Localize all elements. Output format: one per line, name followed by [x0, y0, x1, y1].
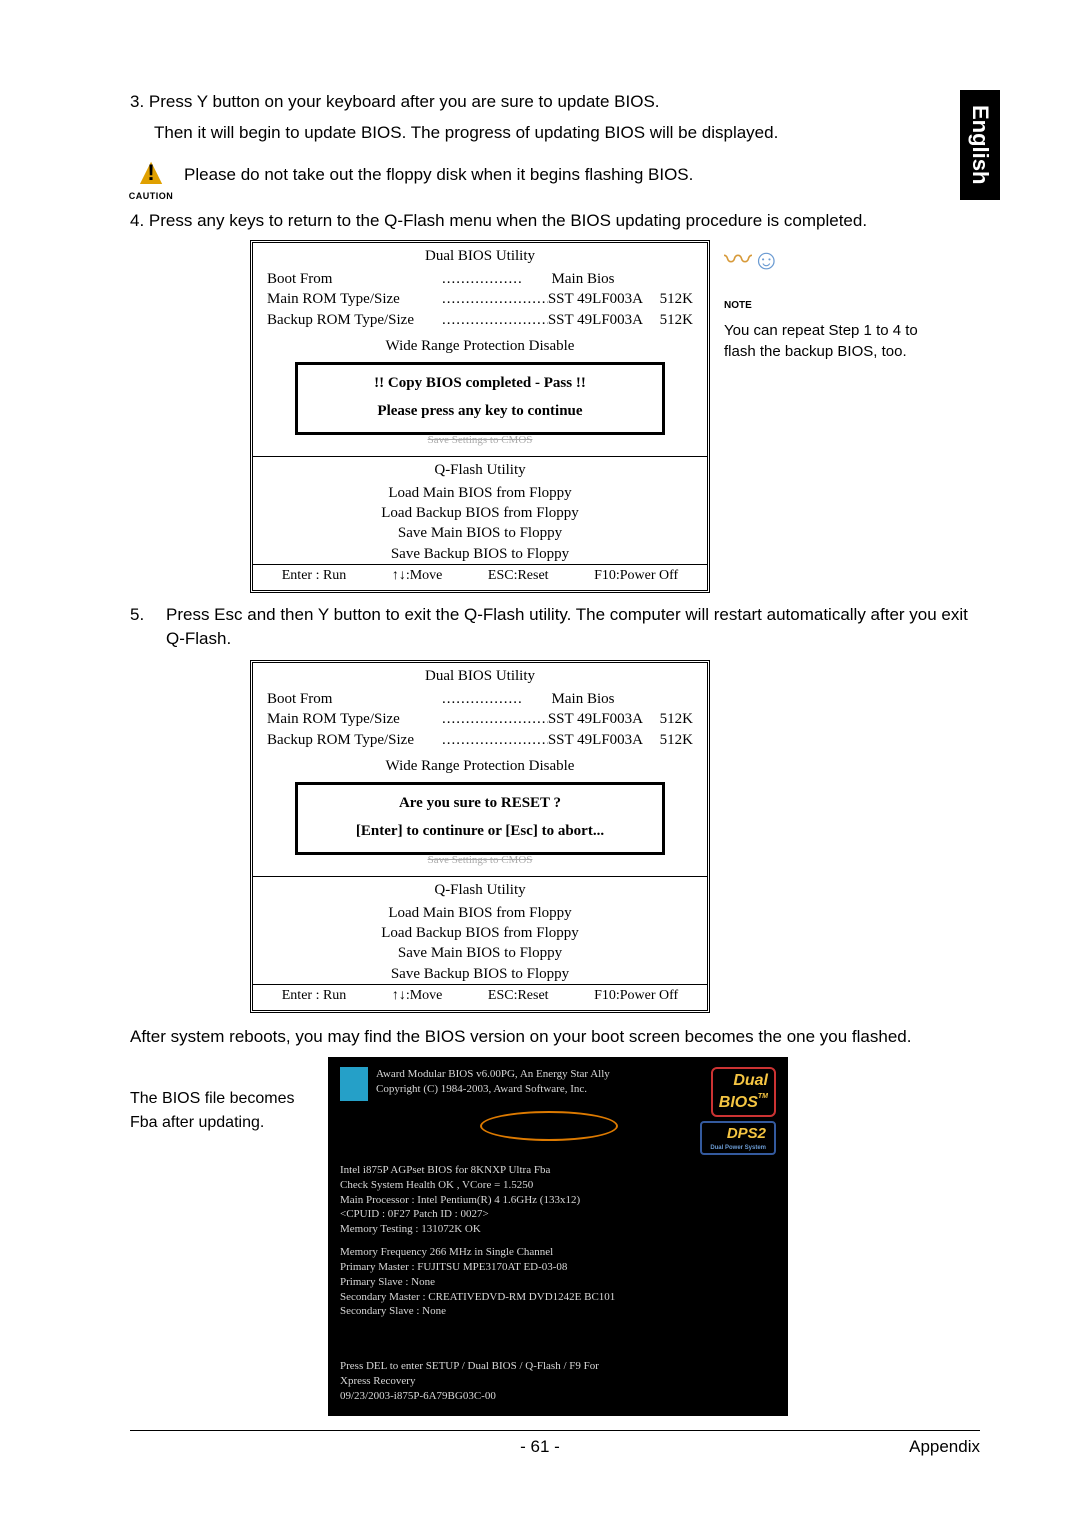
- bios1-mainrom-size: 512K: [643, 289, 693, 309]
- bios1-backuprom-value: SST 49LF003A: [548, 310, 643, 330]
- note-label: NOTE: [724, 300, 752, 311]
- boot-l10: Primary Slave : None: [340, 1275, 776, 1290]
- menu-item: Save Backup BIOS to Floppy: [253, 964, 707, 984]
- foot-f10: F10:Power Off: [594, 987, 678, 1006]
- menu-item: Load Main BIOS from Floppy: [253, 903, 707, 923]
- bios2-inner-l2: [Enter] to continure or [Esc] to abort..…: [304, 821, 656, 841]
- bios1-footer: Enter : Run ↑↓:Move ESC:Reset F10:Power …: [253, 564, 707, 590]
- note-block: 〰☺ NOTE You can repeat Step 1 to 4 to fl…: [724, 240, 924, 362]
- bios2-title: Dual BIOS Utility: [253, 663, 707, 689]
- page-number: - 61 -: [520, 1437, 560, 1457]
- boot-l11: Secondary Master : CREATIVEDVD-RM DVD124…: [340, 1290, 776, 1305]
- boot-l12: Secondary Slave : None: [340, 1304, 776, 1319]
- bios2-qflash-title: Q-Flash Utility: [253, 877, 707, 903]
- boot-l8: Memory Frequency 266 MHz in Single Chann…: [340, 1245, 776, 1260]
- dual-bios-logo: DualBIOSTM: [711, 1067, 776, 1116]
- foot-enter: Enter : Run: [282, 987, 347, 1006]
- bios1-inner-dialog: !! Copy BIOS completed - Pass !! Please …: [295, 362, 665, 435]
- dps-logo: DPS2 Dual Power System: [700, 1121, 776, 1155]
- bios1-mainrom-value: SST 49LF003A: [548, 289, 643, 309]
- bios2-inner-dialog: Are you sure to RESET ? [Enter] to conti…: [295, 782, 665, 855]
- note-icon: 〰☺ NOTE: [724, 240, 924, 318]
- boot-l4: Check System Health OK , VCore = 1.5250: [340, 1178, 776, 1193]
- bios2-mainrom-value: SST 49LF003A: [548, 709, 643, 729]
- boot-l6: <CPUID : 0F27 Patch ID : 0027>: [340, 1207, 776, 1222]
- bios1-qflash-title: Q-Flash Utility: [253, 457, 707, 483]
- step5-number: 5.: [130, 603, 150, 652]
- bios1-backuprom-label: Backup ROM Type/Size: [267, 310, 442, 330]
- bios1-blurred: Save Settings to CMOS: [267, 433, 693, 448]
- dots: .........................: [442, 310, 548, 330]
- bios1-bootfrom-label: Boot From: [267, 269, 442, 289]
- bios2-bootfrom-value: Main Bios: [523, 689, 643, 709]
- bios2-backuprom-label: Backup ROM Type/Size: [267, 730, 442, 750]
- menu-item: Save Main BIOS to Floppy: [253, 943, 707, 963]
- boot-l15: 09/23/2003-i875P-6A79BG03C-00: [340, 1389, 776, 1404]
- boot-l5: Main Processor : Intel Pentium(R) 4 1.6G…: [340, 1193, 776, 1208]
- step3-line2: Then it will begin to update BIOS. The p…: [130, 121, 980, 146]
- step4: 4. Press any keys to return to the Q-Fla…: [130, 209, 980, 234]
- menu-item: Load Main BIOS from Floppy: [253, 483, 707, 503]
- foot-enter: Enter : Run: [282, 567, 347, 586]
- bios2-mainrom-label: Main ROM Type/Size: [267, 709, 442, 729]
- after-reboot-text: After system reboots, you may find the B…: [130, 1025, 980, 1050]
- note-text: You can repeat Step 1 to 4 to flash the …: [724, 320, 924, 362]
- boot-l14: Xpress Recovery: [340, 1374, 776, 1389]
- bios-dialog-1: Dual BIOS Utility Boot From ............…: [250, 240, 710, 593]
- epa-logo-icon: [340, 1067, 368, 1101]
- page-content: 3. Press Y button on your keyboard after…: [0, 0, 1080, 1497]
- boot-l2: Copyright (C) 1984-2003, Award Software,…: [376, 1082, 610, 1097]
- caution-icon: ▲ CAUTION: [126, 153, 176, 201]
- bios1-title: Dual BIOS Utility: [253, 243, 707, 269]
- foot-f10: F10:Power Off: [594, 567, 678, 586]
- bios1-wide-range: Wide Range Protection Disable: [267, 330, 693, 360]
- foot-esc: ESC:Reset: [488, 567, 549, 586]
- dots: .........................: [442, 730, 548, 750]
- bios1-inner-l1: !! Copy BIOS completed - Pass !!: [304, 373, 656, 393]
- bios1-mainrom-label: Main ROM Type/Size: [267, 289, 442, 309]
- boot-screen: Award Modular BIOS v6.00PG, An Energy St…: [328, 1057, 788, 1416]
- boot-l13: Press DEL to enter SETUP / Dual BIOS / Q…: [340, 1359, 776, 1374]
- bios2-bootfrom-label: Boot From: [267, 689, 442, 709]
- page-footer: - 61 - Appendix: [130, 1430, 980, 1457]
- bios2-footer: Enter : Run ↑↓:Move ESC:Reset F10:Power …: [253, 984, 707, 1010]
- bios2-wide-range: Wide Range Protection Disable: [267, 750, 693, 780]
- bios1-inner-l2: Please press any key to continue: [304, 401, 656, 421]
- bios2-backuprom-size: 512K: [643, 730, 693, 750]
- section-name: Appendix: [909, 1437, 980, 1457]
- dots: .............................: [442, 289, 548, 309]
- foot-move: ↑↓:Move: [392, 987, 443, 1006]
- foot-esc: ESC:Reset: [488, 987, 549, 1006]
- dots: .............................: [442, 709, 548, 729]
- caution-text: Please do not take out the floppy disk w…: [184, 153, 693, 185]
- boot-l9: Primary Master : FUJITSU MPE3170AT ED-03…: [340, 1260, 776, 1275]
- bios2-backuprom-value: SST 49LF003A: [548, 730, 643, 750]
- dots: ........................................…: [442, 689, 523, 709]
- bios2-mainrom-size: 512K: [643, 709, 693, 729]
- dots: ........................................…: [442, 269, 523, 289]
- boot-caption: The BIOS file becomes Fba after updating…: [130, 1057, 310, 1135]
- caution-block: ▲ CAUTION Please do not take out the flo…: [126, 153, 980, 201]
- boot-l1: Award Modular BIOS v6.00PG, An Energy St…: [376, 1067, 610, 1082]
- menu-item: Save Backup BIOS to Floppy: [253, 544, 707, 564]
- boot-l3: Intel i875P AGPset BIOS for 8KNXP Ultra …: [340, 1163, 776, 1178]
- bios-dialog-2: Dual BIOS Utility Boot From ............…: [250, 660, 710, 1013]
- boot-l7: Memory Testing : 131072K OK: [340, 1222, 776, 1237]
- bios1-backuprom-size: 512K: [643, 310, 693, 330]
- bios2-blurred: Save Settings to CMOS: [267, 853, 693, 868]
- menu-item: Load Backup BIOS from Floppy: [253, 923, 707, 943]
- step5-text: Press Esc and then Y button to exit the …: [166, 603, 980, 652]
- menu-item: Load Backup BIOS from Floppy: [253, 503, 707, 523]
- menu-item: Save Main BIOS to Floppy: [253, 523, 707, 543]
- step3-line1: 3. Press Y button on your keyboard after…: [130, 90, 980, 115]
- bios2-inner-l1: Are you sure to RESET ?: [304, 793, 656, 813]
- warning-triangle-icon: ▲: [132, 153, 170, 191]
- bios1-bootfrom-value: Main Bios: [523, 269, 643, 289]
- foot-move: ↑↓:Move: [392, 567, 443, 586]
